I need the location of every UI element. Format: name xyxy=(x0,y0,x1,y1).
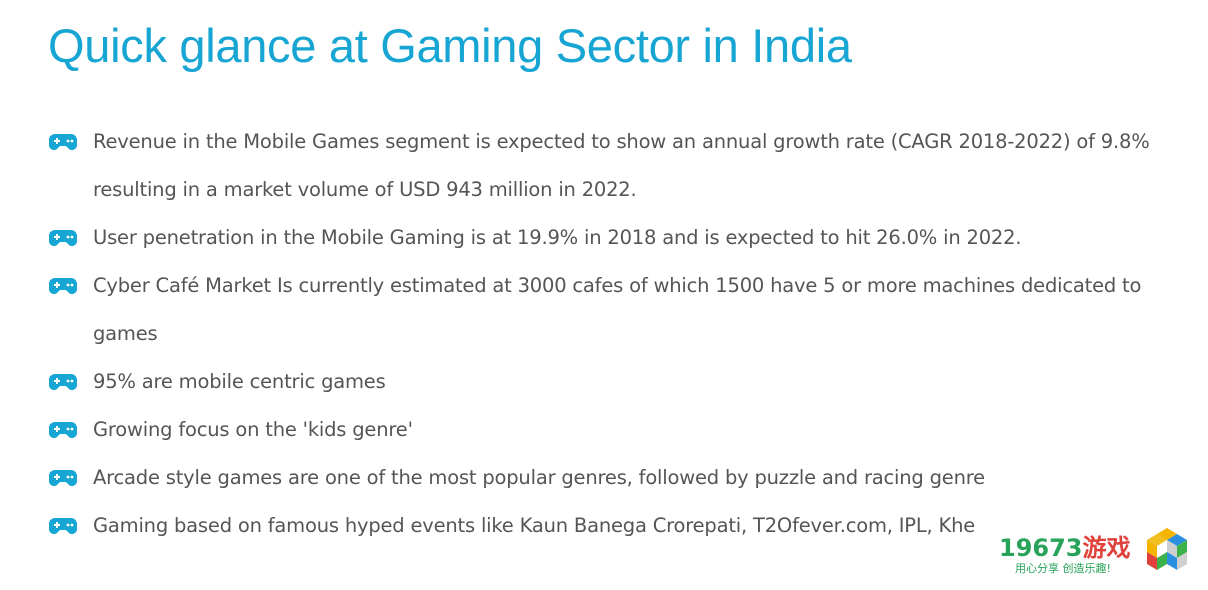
bullet-item: User penetration in the Mobile Gaming is… xyxy=(48,214,1178,262)
bullet-item: Cyber Café Market Is currently estimated… xyxy=(48,262,1178,358)
gamepad-icon xyxy=(49,422,77,438)
watermark-logo: 19673游戏 用心分享 创造乐趣! xyxy=(985,520,1208,590)
bullet-text: Revenue in the Mobile Games segment is e… xyxy=(93,130,1150,201)
bullet-text: User penetration in the Mobile Gaming is… xyxy=(93,226,1022,249)
bullet-item: 95% are mobile centric games xyxy=(48,358,1178,406)
bullet-list: Revenue in the Mobile Games segment is e… xyxy=(48,118,1178,550)
bullet-text: 95% are mobile centric games xyxy=(93,370,386,393)
gamepad-icon xyxy=(49,278,77,294)
cube-logo-icon xyxy=(1147,528,1187,570)
gamepad-icon xyxy=(49,230,77,246)
bullet-item: Arcade style games are one of the most p… xyxy=(48,454,1178,502)
page-title: Quick glance at Gaming Sector in India xyxy=(48,19,852,72)
gamepad-icon xyxy=(49,134,77,150)
bullet-text: Gaming based on famous hyped events like… xyxy=(93,514,976,537)
bullet-text: Arcade style games are one of the most p… xyxy=(93,466,985,489)
bullet-text: Cyber Café Market Is currently estimated… xyxy=(93,274,1142,345)
bullet-item: Gaming based on famous hyped events like… xyxy=(48,502,1178,550)
gamepad-icon xyxy=(49,470,77,486)
gamepad-icon xyxy=(49,518,77,534)
bullet-text: Growing focus on the 'kids genre' xyxy=(93,418,413,441)
bullet-item: Growing focus on the 'kids genre' xyxy=(48,406,1178,454)
gamepad-icon xyxy=(49,374,77,390)
bullet-item: Revenue in the Mobile Games segment is e… xyxy=(48,118,1178,214)
